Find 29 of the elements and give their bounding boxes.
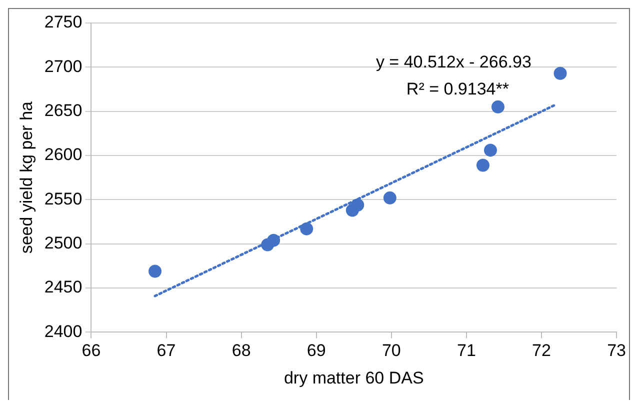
x-tick-label: 69 bbox=[306, 341, 326, 360]
point bbox=[491, 100, 504, 114]
y-tick-label: 2550 bbox=[44, 189, 82, 208]
point bbox=[383, 191, 396, 204]
x-tick-label: 67 bbox=[156, 341, 176, 360]
y-tick-label: 2600 bbox=[44, 145, 82, 164]
y-tick-label: 2450 bbox=[44, 278, 82, 297]
x-tick-label: 71 bbox=[456, 341, 476, 360]
point bbox=[351, 198, 364, 212]
annotation: R² = 0.9134** bbox=[406, 80, 510, 99]
y-tick-label: 2500 bbox=[44, 234, 82, 253]
x-tick-label: 68 bbox=[232, 341, 251, 360]
point bbox=[554, 66, 567, 80]
point bbox=[300, 222, 314, 236]
y-tick-label: 2750 bbox=[44, 12, 82, 32]
x-axis-title: dry matter 60 DAS bbox=[284, 368, 424, 388]
y-tick-label: 2700 bbox=[44, 56, 82, 76]
point bbox=[267, 234, 280, 247]
x-tick-label: 70 bbox=[382, 341, 401, 360]
y-axis-title: seed yield kg per ha bbox=[16, 100, 36, 254]
y-tick-label: 2400 bbox=[44, 322, 82, 341]
x-tick-label: 73 bbox=[607, 341, 626, 360]
point bbox=[148, 264, 162, 278]
y-tick-label: 2650 bbox=[44, 101, 82, 120]
point bbox=[476, 158, 490, 172]
x-tick-label: 66 bbox=[82, 341, 101, 360]
point bbox=[484, 144, 497, 157]
annotation: y = 40.512x - 266.93 bbox=[376, 52, 532, 72]
x-tick-label: 72 bbox=[532, 341, 551, 360]
